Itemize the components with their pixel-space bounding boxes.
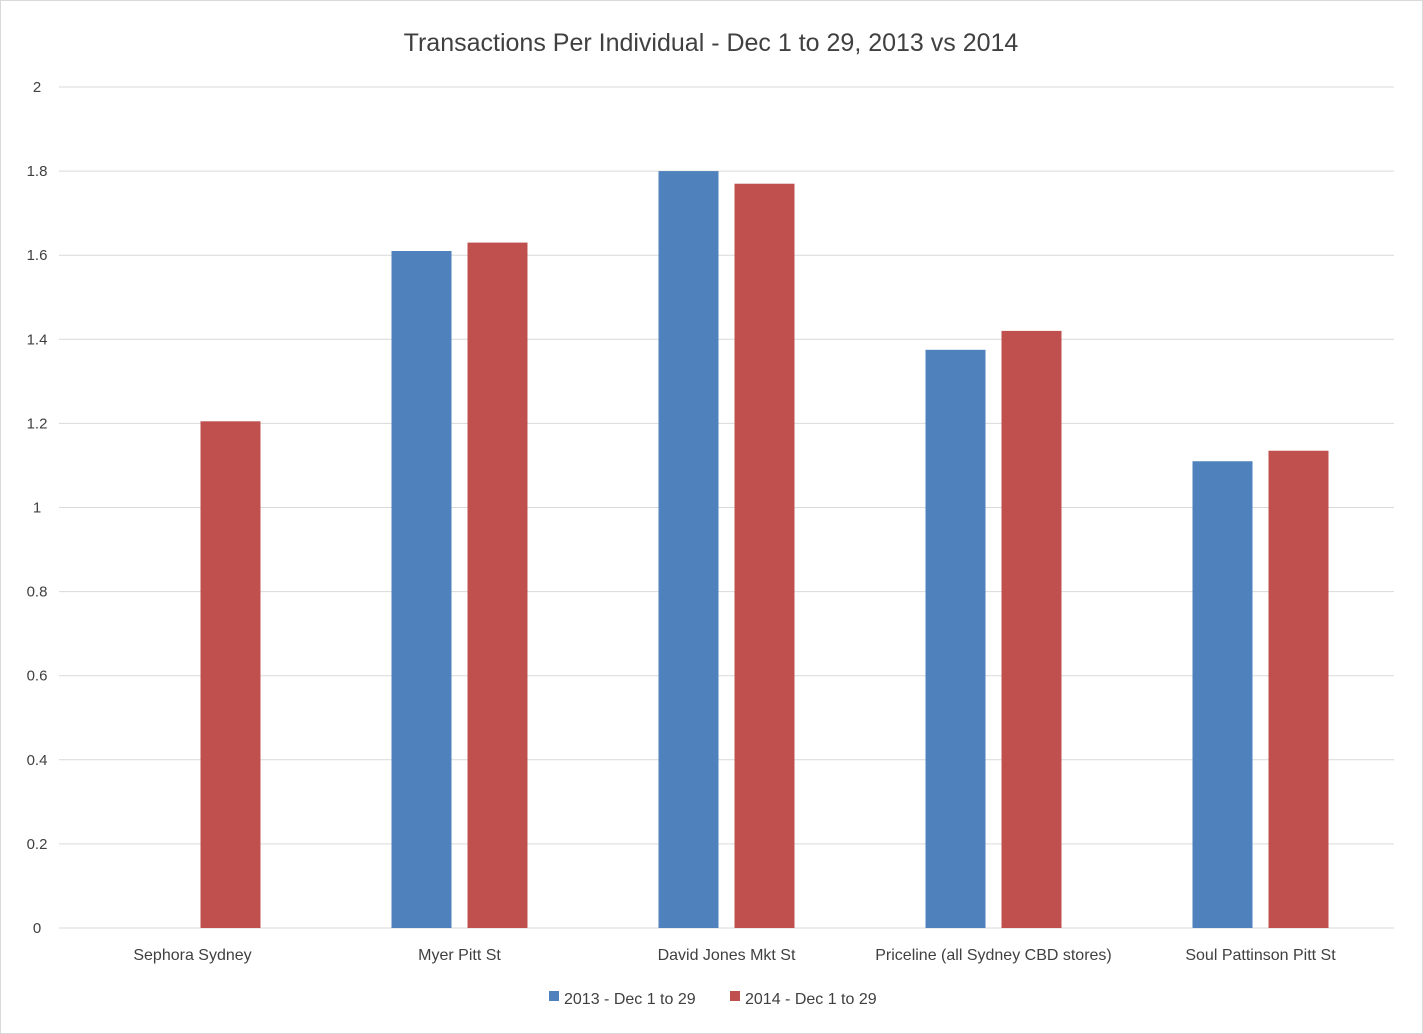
gridlines (59, 86, 1394, 929)
y-tick-label: 1.6 (27, 247, 48, 264)
y-tick-label: 1.8 (27, 163, 48, 180)
bar-2014-0 (200, 421, 261, 928)
y-tick-label: 1.4 (27, 331, 48, 348)
bar-2013-2 (658, 171, 719, 929)
y-tick-label: 0 (33, 920, 41, 937)
bar-2014-4 (1268, 450, 1329, 928)
y-tick-label: 0.2 (27, 836, 48, 853)
x-category-label: Soul Pattinson Pitt St (1185, 947, 1336, 964)
bar-2013-4 (1192, 461, 1253, 928)
x-category-label: David Jones Mkt St (658, 947, 796, 964)
y-axis-ticks: 0 0.2 0.4 0.6 0.8 1 1.2 1.4 1.6 1.8 2 (27, 79, 48, 937)
bars (200, 171, 1329, 929)
bar-2014-2 (734, 183, 795, 929)
y-tick-label: 0.6 (27, 668, 48, 685)
bar-2014-1 (467, 242, 528, 928)
bar-2014-3 (1001, 330, 1062, 928)
legend-label: 2014 - Dec 1 to 29 (745, 991, 877, 1008)
y-tick-label: 2 (33, 79, 41, 96)
legend-swatch (549, 991, 559, 1001)
x-category-label: Sephora Sydney (133, 947, 251, 964)
y-tick-label: 1 (33, 500, 41, 517)
bar-2013-3 (925, 349, 986, 928)
x-category-label: Myer Pitt St (418, 947, 501, 964)
legend-swatch (730, 991, 740, 1001)
legend-label: 2013 - Dec 1 to 29 (564, 991, 696, 1008)
chart-title: Transactions Per Individual - Dec 1 to 2… (404, 29, 1019, 57)
bar-2013-1 (391, 250, 452, 928)
x-axis-categories: Sephora Sydney Myer Pitt St David Jones Mk… (133, 947, 1336, 964)
y-tick-label: 0.4 (27, 752, 48, 769)
y-tick-label: 1.2 (27, 415, 48, 432)
x-category-label: Priceline (all Sydney CBD stores) (875, 947, 1112, 964)
y-tick-label: 0.8 (27, 584, 48, 601)
legend: 2013 - Dec 1 to 29 2014 - Dec 1 to 29 (549, 991, 877, 1008)
